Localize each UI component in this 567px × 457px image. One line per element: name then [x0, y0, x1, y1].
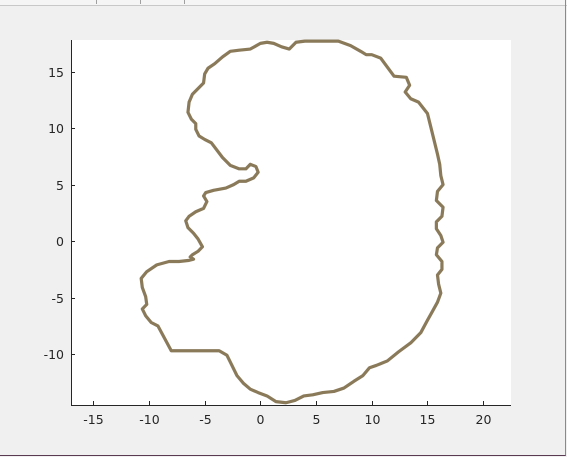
toolbar-separator [140, 0, 141, 4]
toolbar-separator [184, 0, 185, 4]
x-tick-label: 5 [313, 412, 321, 427]
window-top-strip [0, 0, 567, 6]
x-tick-label: 0 [257, 412, 265, 427]
y-tick-label: 5 [56, 178, 64, 193]
series-layer [139, 39, 445, 405]
x-tick-label: 10 [365, 412, 381, 427]
x-tick-label: 15 [420, 412, 436, 427]
axes: -15 -10 -5 0 5 10 15 20 -10 -5 0 5 10 15 [44, 40, 511, 427]
y-tick-label: -5 [52, 291, 64, 306]
x-tick-label: 20 [476, 412, 492, 427]
x-tick-label: -15 [83, 412, 103, 427]
x-tick-label: -5 [199, 412, 211, 427]
series-line-0 [139, 39, 445, 405]
x-tick-label: -10 [139, 412, 159, 427]
y-tick-label: 10 [48, 121, 64, 136]
toolbar-separator [96, 0, 97, 4]
y-tick-label: 15 [48, 65, 64, 80]
y-tick-label: 0 [56, 234, 64, 249]
y-tick-label: -10 [44, 347, 64, 362]
